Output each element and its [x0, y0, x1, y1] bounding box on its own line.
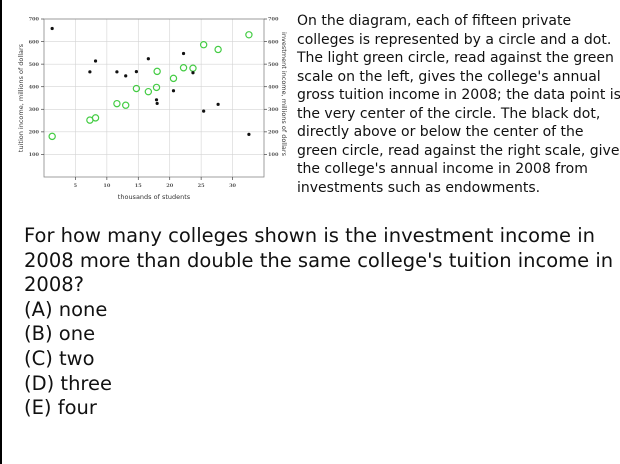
right-tick-label: 400	[268, 84, 279, 90]
tuition-circle-point	[48, 132, 56, 141]
tuition-circle-point	[199, 41, 208, 49]
left-tick-label: 400	[29, 84, 40, 90]
chart-description: On the diagram, each of fifteen private c…	[297, 12, 620, 197]
scatter-chart: 100 200 300 400 500 600 700 100 200 300 400 500 600…	[17, 17, 288, 201]
right-tick-label: 300	[268, 107, 279, 113]
answer-option[interactable]: (B) one	[24, 322, 96, 346]
tuition-circle-point	[169, 74, 178, 83]
x-axis-title: thousands of students	[118, 193, 191, 201]
description-line: the very center of the circle. The black…	[297, 105, 601, 122]
tuition-circle-point	[179, 64, 188, 72]
answer-options: (A) none (B) one (C) two (D) three (E) four	[24, 298, 614, 421]
tuition-circle-point	[153, 67, 161, 76]
tuition-circle-point	[144, 87, 153, 96]
right-tick-label: 100	[268, 152, 279, 158]
investment-dot-point	[134, 69, 138, 74]
description-line: the college's annual income in 2008 from	[297, 161, 588, 177]
tuition-circle-point	[214, 45, 222, 54]
x-tick-label: 5	[74, 183, 78, 189]
x-tick-label: 15	[135, 183, 142, 189]
question-block: For how many colleges shown is the inves…	[24, 224, 614, 421]
description-line: directly above or below the center of th…	[297, 124, 584, 140]
description-line: gross tuition income in 2008; the data p…	[297, 87, 620, 103]
tuition-circle-point	[152, 83, 161, 92]
left-axis-ticks: 100 200 300 400 500 600 700	[29, 17, 44, 158]
investment-dot-point	[88, 70, 92, 74]
question-line: For how many colleges shown is the inves…	[24, 224, 596, 247]
investment-dot-point	[93, 59, 98, 63]
investment-dot-point	[181, 51, 186, 56]
description-line: The light green circle, read against the…	[297, 50, 614, 66]
right-tick-label: 200	[268, 130, 279, 136]
investment-dot-point	[202, 109, 206, 113]
x-tick-label: 10	[103, 183, 110, 189]
left-border-line	[0, 0, 2, 464]
left-tick-label: 200	[29, 130, 40, 136]
investment-dot-point	[50, 26, 54, 31]
left-tick-label: 600	[29, 39, 40, 45]
investment-dot-point	[171, 89, 176, 93]
chart-marks	[48, 26, 253, 141]
answer-option[interactable]: (A) none	[24, 297, 108, 321]
answer-option[interactable]: (C) two	[24, 346, 95, 370]
investment-dot-point	[191, 71, 195, 75]
left-tick-label: 100	[29, 152, 40, 158]
description-line: scale on the left, gives the college's a…	[297, 68, 601, 85]
description-line: colleges is represented by a circle and …	[297, 31, 612, 48]
description-line: green circle, read against the right sca…	[297, 142, 620, 159]
right-tick-label: 600	[268, 39, 279, 45]
right-axis-ticks: 100 200 300 400 500 600 700	[264, 17, 279, 158]
investment-dot-point	[247, 132, 251, 136]
question-text: For how many colleges shown is the inves…	[24, 224, 614, 298]
tuition-circle-point	[113, 99, 121, 108]
investment-dot-point	[154, 98, 159, 102]
description-line: investments such as endowments.	[297, 179, 541, 196]
investment-dot-point	[124, 74, 128, 78]
right-tick-label: 500	[268, 62, 279, 68]
left-tick-label: 500	[29, 62, 40, 68]
question-line: 2008?	[24, 273, 84, 297]
left-tick-label: 300	[29, 107, 40, 113]
tuition-circle-point	[189, 64, 197, 72]
investment-dot-point	[216, 102, 220, 106]
right-tick-label: 700	[268, 17, 279, 23]
plot-frame	[43, 18, 265, 178]
investment-dot-point	[155, 101, 159, 106]
description-line: On the diagram, each of fifteen private	[297, 13, 572, 29]
tuition-circle-point	[91, 114, 100, 122]
investment-dot-point	[146, 57, 150, 61]
x-tick-label: 30	[229, 183, 236, 189]
answer-option[interactable]: (D) three	[24, 371, 113, 395]
x-axis-ticks: 5 10 15 20 25 30	[74, 177, 237, 189]
tuition-circle-point	[122, 101, 130, 109]
right-axis-title: investment income, millions of dollars	[280, 32, 288, 157]
answer-option[interactable]: (E) four	[24, 396, 97, 420]
question-line: 2008 more than double the same college's…	[24, 248, 614, 272]
tuition-circle-point	[245, 31, 253, 39]
investment-dot-point	[115, 70, 119, 74]
chart-grid	[44, 18, 264, 177]
left-tick-label: 700	[29, 17, 40, 23]
left-axis-title: tuition income, millions of dollars	[17, 43, 25, 152]
x-tick-label: 25	[198, 183, 205, 189]
tuition-circle-point	[132, 84, 141, 93]
x-tick-label: 20	[166, 183, 173, 189]
